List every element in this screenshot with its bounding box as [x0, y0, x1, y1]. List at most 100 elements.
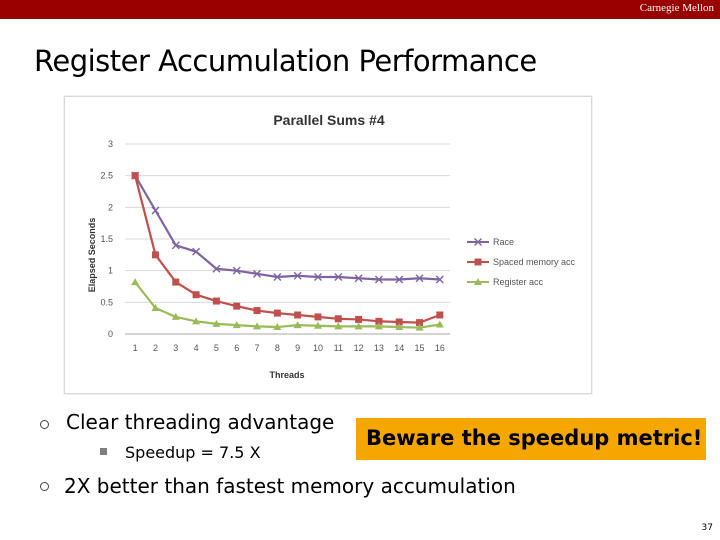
x-tick-label: 16 — [435, 343, 445, 353]
data-point-square — [172, 278, 180, 286]
data-point-x-stroke — [273, 273, 282, 281]
data-point-square — [253, 307, 261, 315]
data-point-x — [313, 273, 322, 281]
y-tick-label: 0.5 — [100, 297, 113, 307]
data-point-x-stroke — [334, 273, 343, 281]
data-point-triangle — [151, 304, 160, 312]
data-point-x-stroke — [253, 269, 262, 278]
data-point-triangle — [232, 321, 241, 329]
data-point-x — [293, 271, 302, 280]
x-tick-label: 14 — [394, 343, 404, 353]
data-point-triangle — [395, 323, 404, 331]
x-tick-label: 13 — [374, 343, 384, 353]
y-tick-label: 1.5 — [100, 234, 113, 244]
data-point-triangle — [474, 278, 482, 285]
x-tick-label: 5 — [214, 343, 219, 353]
x-tick-label: 9 — [295, 343, 300, 353]
line-chart: Parallel Sums #4 Threads Elapsed Seconds… — [87, 112, 576, 380]
legend-label: Race — [493, 237, 514, 247]
data-point-triangle — [212, 319, 221, 327]
data-point-x-stroke — [232, 266, 241, 275]
data-point-x-stroke — [374, 275, 383, 284]
bullet-circle-icon — [40, 482, 49, 491]
data-point-triangle — [354, 322, 363, 330]
data-point-square — [192, 291, 200, 299]
x-tick-label: 12 — [354, 343, 364, 353]
data-point-square — [151, 251, 159, 259]
bullet-2x-better: 2X better than fastest memory accumulati… — [64, 474, 516, 498]
data-point-triangle — [192, 317, 201, 325]
y-axis-label: Elapsed Seconds — [87, 218, 97, 293]
x-tick-label: 4 — [194, 343, 199, 353]
data-point-x-stroke — [395, 275, 404, 284]
data-point-x-stroke — [293, 271, 302, 280]
sub-bullet-speedup: Speedup = 7.5 X — [125, 443, 261, 462]
x-tick-label: 15 — [415, 343, 425, 353]
data-point-x — [435, 275, 444, 284]
data-point-triangle — [293, 321, 302, 329]
data-point-triangle — [374, 322, 383, 330]
x-tick-label: 2 — [153, 343, 158, 353]
data-point-triangle — [313, 321, 322, 329]
data-point-square — [416, 319, 424, 327]
data-point-square — [131, 172, 139, 180]
data-point-square — [273, 309, 281, 317]
data-point-x-stroke — [192, 247, 201, 256]
data-point-triangle — [415, 323, 424, 331]
data-point-triangle — [435, 320, 444, 328]
data-point-x-stroke — [415, 274, 424, 283]
data-point-square — [294, 311, 302, 319]
bullet-clear-threading: Clear threading advantage — [66, 410, 335, 434]
y-tick-label: 2.5 — [100, 171, 113, 181]
series-line — [134, 281, 441, 329]
y-tick-label: 1 — [108, 266, 113, 276]
data-point-x — [395, 275, 404, 284]
data-point-x — [415, 274, 424, 283]
chart-frame: Parallel Sums #4 Threads Elapsed Seconds… — [64, 96, 592, 394]
data-point-square — [334, 315, 342, 323]
x-tick-label: 1 — [133, 343, 138, 353]
data-point-x-stroke — [151, 206, 160, 215]
data-point-square — [375, 317, 383, 325]
data-point-x-stroke — [354, 274, 363, 283]
data-point-triangle — [273, 323, 282, 331]
data-point-x — [354, 274, 363, 283]
data-point-x — [273, 273, 282, 281]
data-point-x-stroke — [313, 273, 322, 281]
data-point-square — [212, 297, 220, 305]
x-tick-label: 6 — [234, 343, 239, 353]
slide-title: Register Accumulation Performance — [34, 44, 537, 78]
data-point-x — [374, 275, 383, 284]
data-point-x — [171, 241, 180, 250]
legend-label: Register acc — [493, 277, 544, 287]
series-line — [134, 175, 441, 324]
x-tick-label: 7 — [255, 343, 260, 353]
data-point-x — [212, 264, 221, 273]
x-tick-label: 10 — [313, 343, 323, 353]
data-point-triangle — [131, 278, 140, 286]
y-tick-label: 3 — [108, 139, 113, 149]
data-point-x — [151, 206, 160, 215]
data-point-square — [395, 318, 403, 326]
top-bar: Carnegie Mellon — [0, 0, 720, 19]
x-tick-label: 11 — [334, 343, 343, 353]
data-point-x-stroke — [474, 238, 482, 246]
data-point-x-stroke — [171, 241, 180, 250]
data-point-x-stroke — [435, 275, 444, 284]
callout-box: Beware the speedup metric! — [356, 418, 706, 460]
data-point-x — [253, 269, 262, 278]
data-point-x — [192, 247, 201, 256]
page-number: 37 — [701, 523, 713, 533]
data-point-triangle — [334, 322, 343, 330]
series-line — [134, 175, 440, 281]
data-point-square — [436, 311, 444, 319]
chart-title: Parallel Sums #4 — [273, 112, 385, 128]
data-point-square — [314, 313, 322, 321]
x-axis-label: Threads — [269, 370, 304, 380]
data-point-square — [474, 258, 482, 266]
data-point-triangle — [171, 312, 180, 320]
x-tick-label: 8 — [275, 343, 280, 353]
data-point-x-stroke — [212, 264, 221, 273]
y-tick-label: 0 — [108, 329, 113, 339]
data-point-square — [355, 315, 363, 323]
